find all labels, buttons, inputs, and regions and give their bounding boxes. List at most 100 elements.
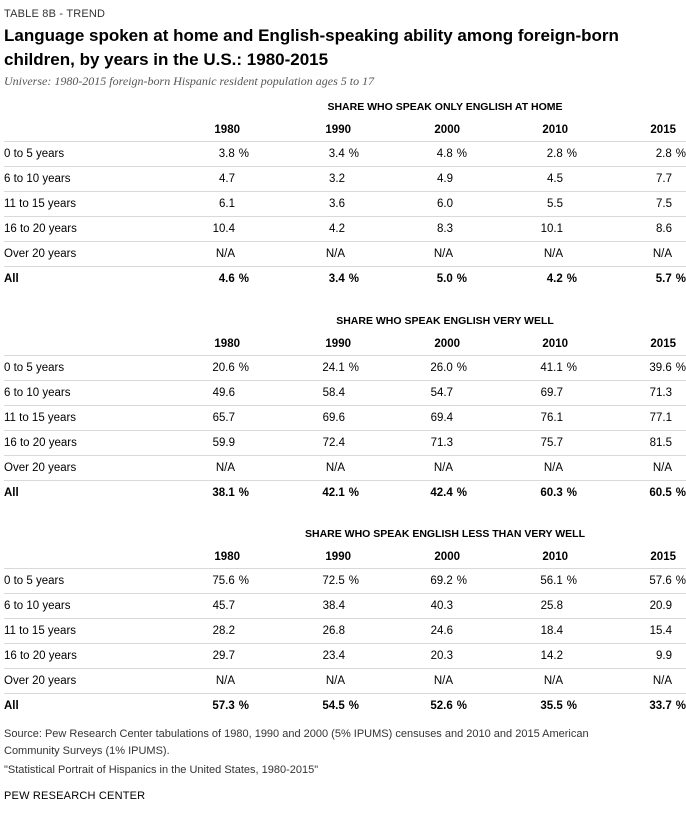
table-total-row: All 4.6% 3.4% 5.0% 4.2% 5.7%	[4, 266, 686, 292]
table-cell: 28.2	[213, 625, 235, 637]
table-row: 16 to 20 years 59.9 72.4 71.3 75.7 81.5	[4, 430, 686, 456]
table-cell: 72.5%	[322, 575, 359, 587]
cell-value: 20.6	[212, 362, 235, 374]
table-row: Over 20 years N/A N/A N/A N/A N/A	[4, 241, 686, 267]
table-cell: N/A	[216, 675, 235, 687]
table-cell: 69.7	[541, 387, 563, 399]
table-cell: 5.5	[547, 198, 563, 210]
table-row: 6 to 10 years 49.6 58.4 54.7 69.7 71.3	[4, 380, 686, 406]
year-header: 1990	[325, 551, 351, 563]
cell-value: 52.6	[430, 700, 453, 712]
table-cell: 10.4	[213, 223, 235, 235]
table-cell: 3.2	[329, 173, 345, 185]
cell-value: 75.6	[212, 575, 235, 587]
row-label: 16 to 20 years	[4, 437, 77, 449]
cell-value: 26.0	[430, 362, 453, 374]
cell-value: 69.6	[322, 412, 345, 424]
cell-value: 28.2	[212, 625, 235, 637]
table-cell: N/A	[544, 462, 563, 474]
table-cell: 5.7%	[656, 273, 686, 285]
table-cell: N/A	[326, 248, 345, 260]
table-cell: 60.5%	[649, 487, 686, 499]
table-cell: 72.4	[323, 437, 345, 449]
percent-sign: %	[238, 362, 249, 374]
cell-value: 29.7	[212, 650, 235, 662]
table-row: 11 to 15 years 6.1 3.6 6.0 5.5 7.5	[4, 191, 686, 217]
table-cell: 4.9	[437, 173, 453, 185]
cell-value: N/A	[543, 462, 563, 474]
section-heading: SHARE WHO SPEAK ENGLISH LESS THAN VERY W…	[304, 528, 586, 540]
cell-value: 57.6	[649, 575, 672, 587]
cell-value: 4.8	[436, 148, 453, 160]
table-cell: 54.5%	[322, 700, 359, 712]
cell-value: 14.2	[540, 650, 563, 662]
year-header: 2010	[542, 124, 568, 136]
table-cell: 42.4%	[430, 487, 467, 499]
table-row: 11 to 15 years 28.2 26.8 24.6 18.4 15.4	[4, 618, 686, 644]
cell-value: 38.1	[212, 487, 235, 499]
cell-value: 20.9	[649, 600, 672, 612]
table-cell: N/A	[216, 462, 235, 474]
table-cell: 10.1	[541, 223, 563, 235]
table-cell: N/A	[434, 248, 453, 260]
row-label: 16 to 20 years	[4, 650, 77, 662]
cell-value: 25.8	[540, 600, 563, 612]
row-label: Over 20 years	[4, 675, 77, 687]
table-cell: N/A	[544, 248, 563, 260]
cell-value: N/A	[215, 462, 235, 474]
cell-value: N/A	[543, 675, 563, 687]
cell-value: 60.5	[649, 487, 672, 499]
cell-value: 5.0	[436, 273, 453, 285]
row-label: 16 to 20 years	[4, 223, 77, 235]
cell-value: N/A	[433, 248, 453, 260]
percent-sign: %	[566, 575, 577, 587]
cell-value: 20.3	[430, 650, 453, 662]
cell-value: 8.3	[437, 223, 453, 235]
year-header: 1980	[214, 551, 240, 563]
table-cell: 56.1%	[540, 575, 577, 587]
cell-value: N/A	[652, 675, 672, 687]
table-cell: N/A	[653, 462, 672, 474]
year-header: 1990	[325, 338, 351, 350]
cell-value: N/A	[325, 675, 345, 687]
cell-value: 5.7	[655, 273, 672, 285]
table-cell: 14.2	[541, 650, 563, 662]
table-cell: 52.6%	[430, 700, 467, 712]
year-header: 2000	[434, 551, 460, 563]
table-cell: 38.4	[323, 600, 345, 612]
table-cell: 24.1%	[322, 362, 359, 374]
table-cell: 38.1%	[212, 487, 249, 499]
cell-value: 2.8	[546, 148, 563, 160]
cell-value: N/A	[325, 248, 345, 260]
table-row: Over 20 years N/A N/A N/A N/A N/A	[4, 668, 686, 694]
cell-value: N/A	[433, 675, 453, 687]
year-header-row: 1980 1990 2000 2010 2015	[4, 551, 686, 571]
table-row: 16 to 20 years 10.4 4.2 8.3 10.1 8.6	[4, 216, 686, 242]
cell-value: 71.3	[649, 387, 672, 399]
universe-note: Universe: 1980-2015 foreign-born Hispani…	[4, 74, 375, 88]
year-header: 2015	[650, 338, 676, 350]
table-cell: 71.3	[650, 387, 672, 399]
table-cell: 3.8%	[219, 148, 249, 160]
table-cell: 57.3%	[212, 700, 249, 712]
table-cell: 58.4	[323, 387, 345, 399]
year-header: 2010	[542, 551, 568, 563]
table-cell: 4.6%	[219, 273, 249, 285]
table-cell: 5.0%	[437, 273, 467, 285]
table-cell: 26.0%	[430, 362, 467, 374]
table-cell: 59.9	[213, 437, 235, 449]
cell-value: 39.6	[649, 362, 672, 374]
percent-sign: %	[238, 700, 249, 712]
cell-value: 41.1	[540, 362, 563, 374]
cell-value: 69.2	[430, 575, 453, 587]
table-cell: 4.7	[219, 173, 235, 185]
percent-sign: %	[675, 273, 686, 285]
table-cell: 54.7	[431, 387, 453, 399]
table-row: 6 to 10 years 4.7 3.2 4.9 4.5 7.7	[4, 166, 686, 192]
table-cell: 42.1%	[322, 487, 359, 499]
percent-sign: %	[675, 700, 686, 712]
cell-value: 76.1	[540, 412, 563, 424]
row-label: 0 to 5 years	[4, 575, 65, 587]
cell-value: N/A	[215, 248, 235, 260]
table-cell: 15.4	[650, 625, 672, 637]
